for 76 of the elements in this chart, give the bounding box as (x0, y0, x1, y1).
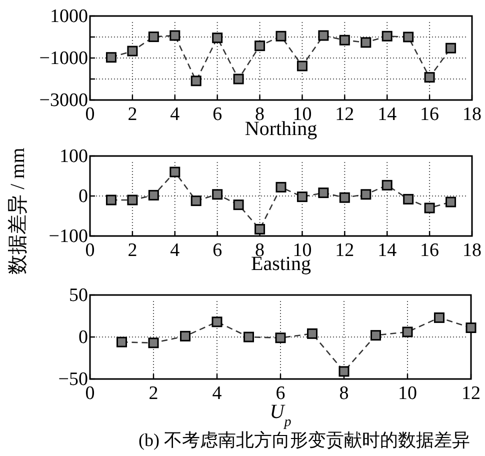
text: (b) 不考虑南北方向形变贡献时的数据差异 (138, 430, 470, 450)
point (276, 182, 286, 192)
point (318, 188, 329, 198)
point (116, 336, 127, 348)
point (318, 30, 329, 41)
x-axis-title: U$_{p}$ (270, 401, 292, 430)
point (233, 200, 244, 210)
y-tick-label: 1000 (50, 6, 88, 27)
x-tick-label: 6 (212, 104, 222, 125)
point (402, 326, 413, 338)
x-tick-label: 12 (462, 383, 480, 404)
point (382, 30, 392, 42)
point (403, 32, 414, 42)
point (148, 338, 159, 348)
point (296, 192, 308, 202)
x-tick-label: 14 (378, 240, 398, 261)
x-tick-label: 8 (339, 383, 349, 404)
x-tick-label: 2 (128, 240, 138, 261)
point (212, 32, 223, 44)
point (170, 166, 180, 178)
point (360, 189, 372, 200)
point (190, 196, 202, 206)
point (276, 30, 286, 42)
point (424, 202, 435, 214)
y-tick-label: 50 (69, 285, 88, 306)
x-tick-label: 6 (276, 383, 286, 404)
point (190, 76, 202, 86)
x-tick-label: 10 (292, 240, 312, 261)
point (434, 312, 444, 323)
y-tick-label: 0 (78, 327, 88, 348)
point (339, 192, 350, 203)
point (403, 194, 414, 204)
x-tick-label: 12 (335, 104, 354, 125)
point (127, 194, 138, 206)
point (424, 72, 435, 83)
x-tick-label: 12 (335, 240, 354, 261)
x-tick-label: 4 (212, 383, 222, 404)
point (307, 328, 318, 339)
x-tick-label: 6 (212, 240, 222, 261)
point (212, 189, 223, 200)
point (339, 34, 350, 46)
point (275, 332, 286, 344)
x-tick-label: 2 (148, 383, 158, 404)
point (212, 316, 222, 328)
point (170, 30, 180, 41)
y-tick-label: −1000 (39, 48, 88, 69)
point (446, 196, 456, 208)
point (180, 330, 190, 342)
point (254, 40, 266, 52)
point (106, 194, 116, 206)
x-tick-label: 4 (170, 104, 180, 125)
point (148, 32, 159, 42)
x-tick-label: 4 (170, 240, 180, 261)
y-axis-title: 数据差异 / mm (7, 147, 29, 274)
x-tick-label: 16 (420, 240, 440, 261)
point (370, 330, 381, 341)
x-tick-label: 16 (420, 104, 440, 125)
point (127, 46, 138, 56)
x-tick-label: 18 (462, 104, 482, 125)
y-tick-label: 100 (60, 146, 88, 167)
point (360, 37, 372, 48)
point (296, 60, 308, 72)
point (254, 224, 266, 234)
point (106, 52, 116, 63)
point (148, 190, 159, 200)
point (382, 180, 392, 190)
y-tick-label: 0 (78, 186, 88, 207)
point (338, 366, 350, 377)
x-tick-label: 18 (462, 240, 482, 261)
point (233, 74, 244, 84)
point (466, 322, 476, 334)
x-tick-label: 2 (128, 104, 138, 125)
point (244, 332, 254, 342)
x-tick-label: 14 (378, 104, 398, 125)
point (446, 42, 456, 54)
x-tick-label: 10 (398, 383, 417, 404)
